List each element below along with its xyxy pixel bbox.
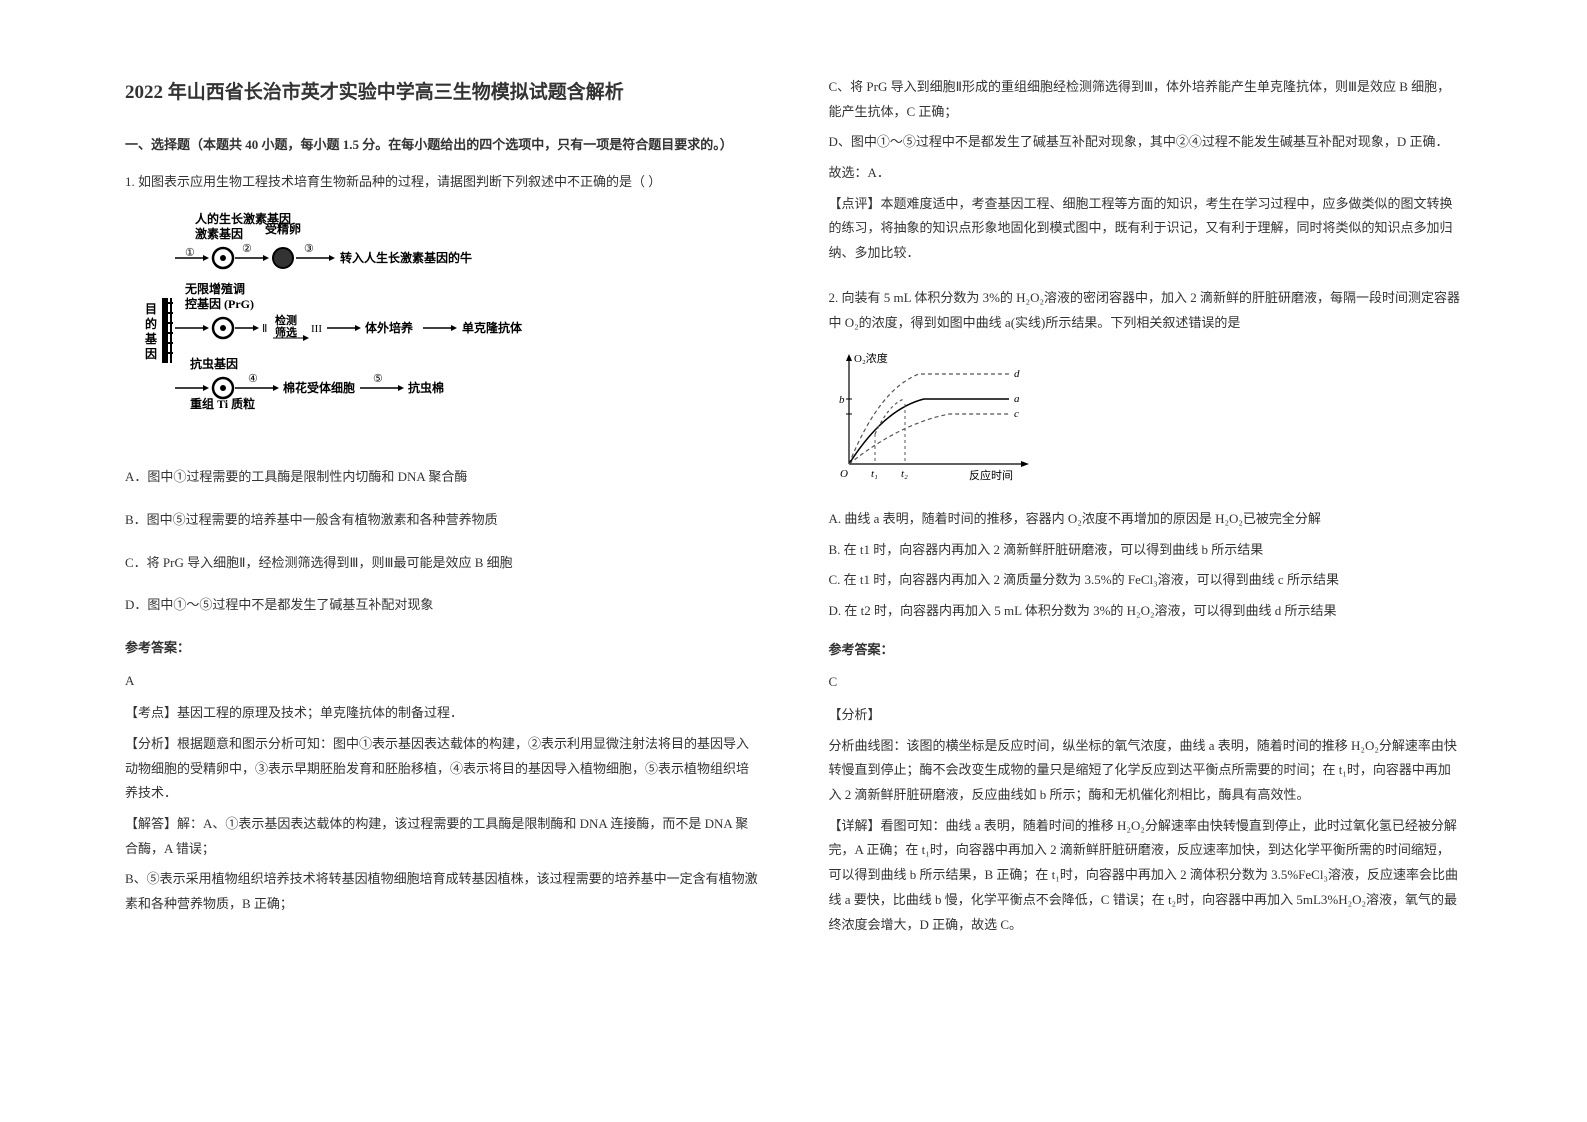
svg-text:激素基因: 激素基因 <box>195 226 243 241</box>
svg-text:的: 的 <box>145 316 157 331</box>
svg-text:d: d <box>1014 368 1020 380</box>
svg-text:因: 因 <box>145 346 157 361</box>
svg-text:Ⅱ: Ⅱ <box>262 323 267 335</box>
q2-analysis-1: 【分析】 <box>829 703 1463 728</box>
q1-answer: A <box>125 669 759 694</box>
svg-text:O: O <box>840 468 848 480</box>
svg-text:①: ① <box>185 247 195 259</box>
svg-text:筛选: 筛选 <box>275 325 297 339</box>
answer-label: 参考答案： <box>125 636 759 661</box>
svg-text:抗虫棉: 抗虫棉 <box>408 380 444 395</box>
svg-text:棉花受体细胞: 棉花受体细胞 <box>283 380 355 395</box>
q1-analysis-8: 【点评】本题难度适中，考查基因工程、细胞工程等方面的知识，考生在学习过程中，应多… <box>829 192 1463 266</box>
svg-text:t₂: t₂ <box>901 468 908 480</box>
q1-option-c: C．将 PrG 导入细胞Ⅱ，经检测筛选得到Ⅲ，则Ⅲ最可能是效应 B 细胞 <box>125 551 759 576</box>
q1-analysis-4: B、⑤表示采用植物组织培养技术将转基因植物细胞培育成转基因植株，该过程需要的培养… <box>125 867 759 916</box>
q1-analysis-7: 故选：A． <box>829 161 1463 186</box>
q1-option-b: B．图中⑤过程需要的培养基中一般含有植物激素和各种营养物质 <box>125 508 759 533</box>
q1-analysis-1: 【考点】基因工程的原理及技术；单克隆抗体的制备过程． <box>125 701 759 726</box>
answer-label-2: 参考答案： <box>829 638 1463 663</box>
q1-option-a: A．图中①过程需要的工具酶是限制性内切酶和 DNA 聚合酶 <box>125 465 759 490</box>
q1-analysis-2: 【分析】根据题意和图示分析可知：图中①表示基因表达载体的构建，②表示利用显微注射… <box>125 732 759 806</box>
svg-text:检测: 检测 <box>275 313 297 327</box>
svg-text:III: III <box>311 323 322 335</box>
svg-text:b: b <box>839 394 845 406</box>
svg-text:目: 目 <box>145 302 157 316</box>
q2-analysis-3: 【详解】看图可知：曲线 a 表明，随着时间的推移 H₂O₂分解速率由快转慢直到停… <box>829 814 1463 937</box>
svg-text:抗虫基因: 抗虫基因 <box>190 356 238 371</box>
page-title: 2022 年山西省长治市英才实验中学高三生物模拟试题含解析 <box>125 75 759 111</box>
svg-text:受精卵: 受精卵 <box>265 221 301 236</box>
svg-text:a: a <box>1014 393 1020 405</box>
q1-analysis-3: 【解答】解：A、①表示基因表达载体的构建，该过程需要的工具酶是限制酶和 DNA … <box>125 812 759 861</box>
svg-text:基: 基 <box>144 331 158 346</box>
svg-text:无限增殖调: 无限增殖调 <box>184 281 245 296</box>
svg-text:t₁: t₁ <box>871 468 878 480</box>
svg-text:体外培养: 体外培养 <box>365 320 413 335</box>
q2-option-c: C. 在 t1 时，向容器内再加入 2 滴质量分数为 3.5%的 FeCl₃溶液… <box>829 568 1463 593</box>
q2-option-a: A. 曲线 a 表明，随着时间的推移，容器内 O₂浓度不再增加的原因是 H₂O₂… <box>829 507 1463 532</box>
q2-option-b: B. 在 t1 时，向容器内再加入 2 滴新鲜肝脏研磨液，可以得到曲线 b 所示… <box>829 538 1463 563</box>
q2-graph: O₂浓度 反应时间 O t₁ t₂ d a b c <box>829 349 1463 493</box>
q1-analysis-6: D、图中①～⑤过程中不是都发生了碱基互补配对现象，其中②④过程不能发生碱基互补配… <box>829 130 1463 155</box>
q2-option-d: D. 在 t2 时，向容器内再加入 5 mL 体积分数为 3%的 H₂O₂溶液，… <box>829 599 1463 624</box>
svg-text:⑤: ⑤ <box>373 373 383 385</box>
svg-text:②: ② <box>242 243 252 255</box>
svg-text:③: ③ <box>304 243 314 255</box>
svg-text:④: ④ <box>248 373 258 385</box>
q2-stem: 2. 向装有 5 mL 体积分数为 3%的 H₂O₂溶液的密闭容器中，加入 2 … <box>829 286 1463 335</box>
section-header: 一、选择题（本题共 40 小题，每小题 1.5 分。在每小题给出的四个选项中，只… <box>125 133 759 158</box>
q1-analysis-5: C、将 PrG 导入到细胞Ⅱ形成的重组细胞经检测筛选得到Ⅲ，体外培养能产生单克隆… <box>829 75 1463 124</box>
q1-option-d: D．图中①～⑤过程中不是都发生了碱基互补配对现象 <box>125 593 759 618</box>
svg-text:反应时间: 反应时间 <box>969 468 1013 482</box>
svg-text:单克隆抗体: 单克隆抗体 <box>462 320 523 335</box>
q1-stem: 1. 如图表示应用生物工程技术培育生物新品种的过程，请据图判断下列叙述中不正确的… <box>125 170 759 195</box>
svg-text:c: c <box>1014 408 1019 420</box>
svg-text:控基因 (PrG): 控基因 (PrG) <box>185 296 254 311</box>
q2-analysis-2: 分析曲线图：该图的横坐标是反应时间，纵坐标的氧气浓度，曲线 a 表明，随着时间的… <box>829 734 1463 808</box>
q1-diagram: 目 的 基 因 人的生长激素基因 激素基因 受精卵 ① ② <box>135 208 759 447</box>
svg-text:O₂浓度: O₂浓度 <box>854 351 888 365</box>
svg-text:重组 Ti 质粒: 重组 Ti 质粒 <box>190 396 255 411</box>
svg-text:转入人生长激素基因的牛: 转入人生长激素基因的牛 <box>340 250 472 265</box>
q2-answer: C <box>829 670 1463 695</box>
